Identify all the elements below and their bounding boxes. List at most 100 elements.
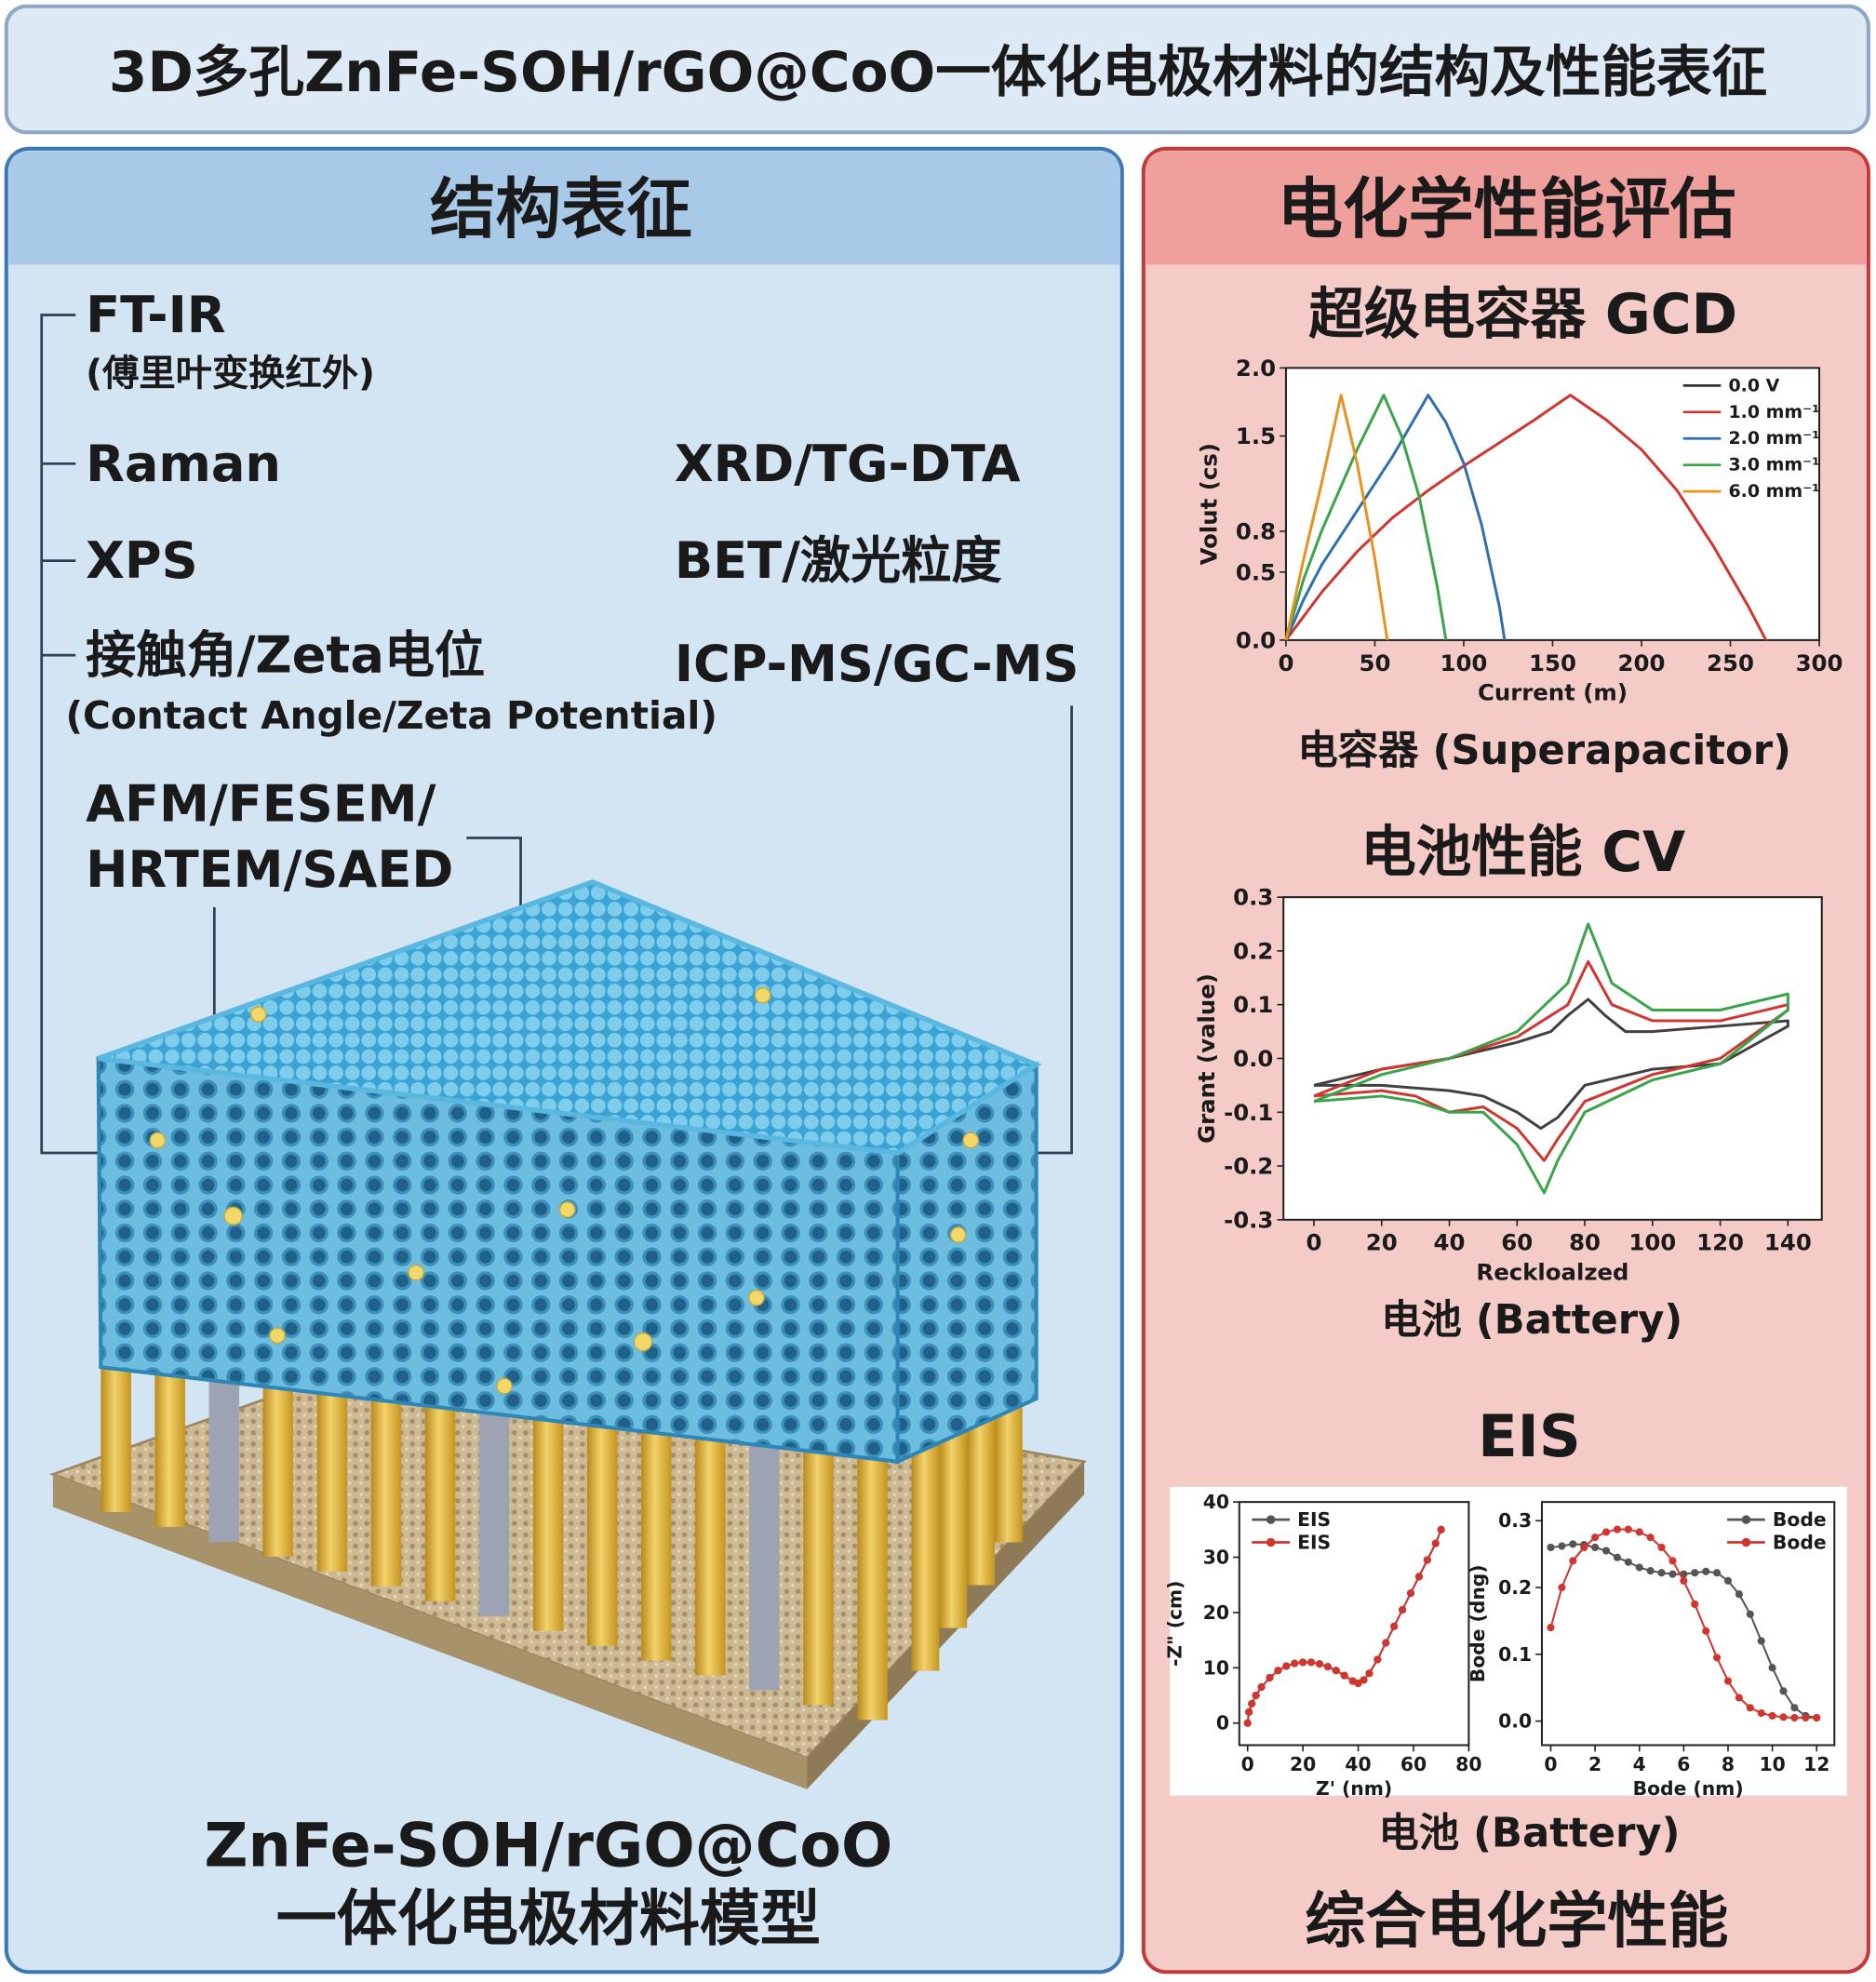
series-point <box>1323 1663 1332 1671</box>
section-caption: 电池 (Battery) <box>1381 1297 1682 1344</box>
series-point <box>1315 1660 1324 1668</box>
charts: 0 50 100 150 200 250 3000.00.50.81.52.0Current… <box>1164 355 1843 1800</box>
electrode-model <box>48 878 1087 1789</box>
series-point <box>1306 1658 1316 1667</box>
series-point <box>1580 1543 1588 1552</box>
legend-label: 0.0 V <box>1728 375 1779 395</box>
technique: HRTEM/SAED <box>86 840 453 899</box>
x-axis-label: Reckloalzed <box>1476 1258 1628 1285</box>
x-tick-label: 20 <box>1366 1229 1398 1256</box>
series-line <box>1246 1529 1442 1723</box>
x-tick-label: 60 <box>1501 1229 1533 1256</box>
series-point <box>1252 1691 1260 1700</box>
series-point <box>1591 1543 1600 1552</box>
section-heading: 超级电容器 GCD <box>1308 283 1737 347</box>
series-point <box>1431 1539 1440 1547</box>
y-tick-label: 2.0 <box>1236 355 1276 382</box>
x-tick-label: 140 <box>1764 1229 1812 1256</box>
pillar <box>100 1354 131 1512</box>
x-tick-label: 200 <box>1618 650 1666 676</box>
x-tick-label: 40 <box>1434 1229 1466 1256</box>
pillar <box>478 1401 510 1616</box>
legend-marker <box>1741 1515 1751 1524</box>
series-point <box>1382 1639 1390 1647</box>
series-point <box>1591 1533 1600 1542</box>
series-point <box>1624 1558 1632 1566</box>
section-heading: EIS <box>1478 1402 1581 1470</box>
series-point <box>1547 1624 1555 1632</box>
series-point <box>1601 1547 1611 1555</box>
series-point <box>1757 1637 1765 1645</box>
series-point <box>1657 1569 1666 1577</box>
legend-label: 2.0 mm⁻¹ <box>1728 428 1819 449</box>
series-point <box>1779 1713 1788 1721</box>
series-point <box>1702 1567 1710 1575</box>
series-point <box>1702 1627 1710 1635</box>
series-line <box>1313 922 1789 1195</box>
pillar <box>154 1360 185 1527</box>
x-tick-label: 40 <box>1345 1753 1371 1775</box>
series-point <box>1423 1556 1431 1564</box>
legend-label: 1.0 mm⁻¹ <box>1728 402 1819 422</box>
y-tick-label: 0.5 <box>1236 558 1276 585</box>
series-point <box>1713 1654 1722 1662</box>
y-tick-label: 10 <box>1203 1656 1229 1679</box>
series-point <box>1613 1553 1621 1561</box>
series-point <box>1266 1673 1274 1682</box>
structure-header <box>8 151 1120 265</box>
series-point <box>1437 1525 1445 1533</box>
section-heading: 电池性能 CV <box>1360 821 1685 885</box>
legend-marker <box>1741 1537 1751 1547</box>
series-point <box>1691 1600 1699 1609</box>
technique: ICP-MS/GC-MS <box>675 635 1079 693</box>
y-tick-label: 0.8 <box>1236 517 1276 544</box>
series-point <box>1646 1533 1655 1542</box>
series-line <box>1284 394 1768 641</box>
x-axis-label: Bode (nm) <box>1633 1777 1744 1800</box>
pillar <box>262 1374 294 1557</box>
y-tick-label: 0.3 <box>1498 1509 1532 1532</box>
legend-label: EIS <box>1297 1531 1331 1553</box>
x-tick-label: 150 <box>1529 650 1576 676</box>
x-tick-label: 300 <box>1796 650 1843 676</box>
series-point <box>1274 1667 1282 1675</box>
y-axis-label: -Z" (cm) <box>1164 1581 1186 1667</box>
y-tick-label: 0.0 <box>1236 626 1276 653</box>
y-axis-label: Grant (value) <box>1193 973 1220 1144</box>
series-point <box>1746 1704 1754 1712</box>
y-tick-label: 1.5 <box>1236 422 1276 449</box>
series-point <box>1646 1567 1655 1575</box>
legend-marker <box>1266 1537 1276 1547</box>
series-point <box>1723 1576 1733 1585</box>
x-tick-label: 100 <box>1628 1229 1676 1256</box>
x-tick-label: 0 <box>1544 1753 1557 1775</box>
series-point <box>1248 1699 1256 1707</box>
x-tick-label: 6 <box>1677 1753 1690 1775</box>
panel-title: 电化学性能评估 <box>1277 171 1735 248</box>
series-point <box>1757 1708 1765 1718</box>
x-tick-label: 80 <box>1455 1753 1481 1775</box>
legend-label: EIS <box>1297 1508 1331 1531</box>
series-point <box>1354 1679 1362 1688</box>
series-point <box>1668 1570 1677 1578</box>
series-point <box>1790 1704 1799 1712</box>
technique: FT-IR <box>86 286 225 344</box>
series-point <box>1635 1528 1643 1536</box>
series-point <box>1624 1525 1632 1533</box>
series-point <box>1390 1622 1399 1630</box>
legend-label: 6.0 mm⁻¹ <box>1728 481 1819 502</box>
series-point <box>1299 1658 1307 1667</box>
series-point <box>1735 1694 1743 1702</box>
y-tick-label: 30 <box>1203 1547 1229 1569</box>
series-point <box>1291 1659 1299 1667</box>
series-point <box>1713 1569 1722 1577</box>
pillar <box>803 1442 834 1706</box>
series-point <box>1601 1528 1611 1536</box>
series-line <box>1284 394 1448 641</box>
y-axis-label: Bode (dng) <box>1467 1564 1489 1682</box>
x-tick-label: 100 <box>1440 650 1488 676</box>
pillar <box>316 1381 348 1572</box>
x-tick-label: 12 <box>1803 1753 1829 1775</box>
series-point <box>1746 1610 1754 1618</box>
